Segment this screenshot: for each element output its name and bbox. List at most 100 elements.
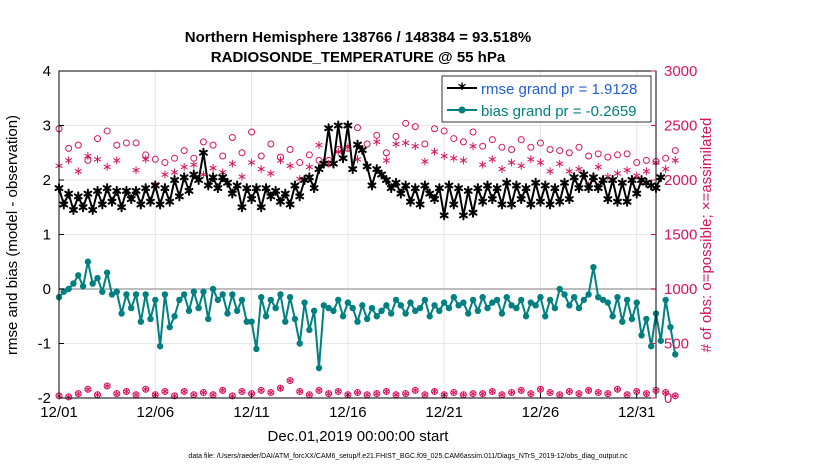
obs-possible-point [623, 150, 631, 158]
rmse-point [584, 183, 594, 194]
bias-point [180, 291, 188, 298]
rmse-point [353, 139, 362, 150]
bias-point [556, 285, 563, 293]
bias-point [99, 288, 106, 295]
rmse-point [319, 158, 329, 169]
bias-point [643, 315, 650, 323]
obs-assimilated-point [527, 155, 535, 164]
obs-possible-point [238, 149, 246, 157]
obs-assimilated-low-point [460, 391, 467, 399]
rmse-point [179, 172, 189, 183]
rmse-point [314, 164, 324, 175]
x-tick-label: 12/11 [233, 404, 269, 421]
rmse-point [381, 175, 391, 185]
bias-point [474, 307, 482, 314]
rmse-point [309, 183, 319, 194]
y-right-tick-label: 1000 [664, 281, 697, 298]
bias-point [335, 296, 342, 304]
y-right-tick-label: 2500 [664, 118, 697, 135]
bias-point [489, 299, 496, 306]
bias-point [570, 293, 578, 301]
bias-point [513, 304, 520, 312]
bias-point [619, 318, 626, 325]
obs-assimilated-low-point [296, 387, 303, 395]
rmse-point [121, 185, 131, 196]
obs-assimilated-point [209, 164, 217, 173]
obs-assimilated-low-point [113, 390, 120, 398]
obs-assimilated-low-point [614, 385, 621, 393]
obs-assimilated-low-point [219, 386, 226, 394]
bias-point [402, 310, 409, 317]
rmse-point [357, 145, 367, 156]
x-tick-label: 12/06 [137, 404, 175, 421]
rmse-point [251, 183, 261, 194]
obs-assimilated-low-point [479, 390, 486, 398]
bias-point [267, 296, 275, 304]
obs-possible-point [228, 133, 236, 141]
bias-point [306, 326, 313, 334]
rmse-point [213, 183, 223, 194]
obs-assimilated-low-point [450, 389, 457, 397]
rmse-point [362, 161, 372, 172]
y-right-tick-label: 1500 [664, 227, 697, 244]
bias-point [498, 310, 506, 317]
obs-assimilated-point [411, 142, 419, 151]
obs-assimilated-point [392, 140, 400, 149]
rmse-point [83, 188, 93, 199]
rmse-point [574, 183, 584, 194]
y-right-tick-label: 0 [664, 390, 672, 407]
bias-point [123, 291, 130, 298]
bias-point [171, 313, 178, 320]
rmse-point [93, 185, 102, 196]
obs-assimilated-low-point [546, 389, 554, 397]
rmse-point [117, 202, 127, 213]
bias-point [128, 304, 135, 312]
rmse-point [521, 183, 531, 194]
obs-assimilated-point [421, 157, 429, 166]
bias-point [604, 299, 612, 306]
obs-assimilated-point [450, 154, 458, 163]
obs-assimilated-point [228, 159, 236, 168]
obs-possible-point [171, 154, 179, 162]
obs-assimilated-point [113, 156, 121, 165]
obs-assimilated-low-point [132, 391, 140, 399]
obs-assimilated-low-point [315, 386, 323, 394]
bias-point [407, 299, 414, 306]
rmse-point [463, 185, 473, 196]
bias-point [542, 313, 549, 320]
bias-point [84, 258, 92, 265]
rmse-point [372, 164, 382, 175]
obs-assimilated-point [238, 172, 246, 181]
rmse-point [617, 177, 627, 188]
obs-assimilated-low-point [306, 391, 313, 399]
y-axis-label-right: # of obs: o=possible; ×=assimilated [698, 118, 715, 353]
obs-assimilated-low-point [527, 390, 534, 398]
obs-possible-point [594, 150, 602, 158]
rmse-point [136, 199, 146, 210]
bias-point [378, 307, 385, 314]
bias-point [599, 296, 607, 304]
obs-assimilated-low-point [373, 390, 380, 398]
obs-possible-point [546, 145, 554, 153]
bias-point [238, 296, 246, 304]
rmse-point [131, 185, 141, 196]
rmse-point [165, 196, 175, 207]
obs-assimilated-low-point [421, 391, 429, 399]
rmse-point [613, 196, 622, 207]
rmse-point [324, 123, 334, 134]
bias-point [359, 302, 366, 309]
bias-point [94, 274, 101, 282]
obs-assimilated-low-point [267, 389, 274, 397]
obs-assimilated-low-point [498, 391, 506, 399]
rmse-point [550, 183, 560, 194]
rmse-point [540, 180, 550, 191]
obs-assimilated-point [469, 142, 477, 151]
obs-possible-point [633, 159, 641, 167]
bias-point [373, 313, 380, 320]
rmse-point [333, 120, 343, 131]
obs-possible-point [450, 135, 458, 143]
rmse-point [174, 191, 184, 202]
rmse-point [78, 202, 88, 213]
obs-assimilated-low-point [412, 386, 419, 394]
y-left-tick-label: 1 [43, 227, 51, 244]
